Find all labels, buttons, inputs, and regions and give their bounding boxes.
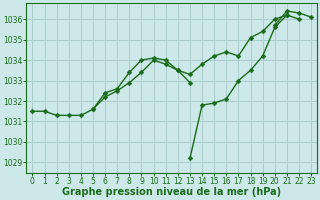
X-axis label: Graphe pression niveau de la mer (hPa): Graphe pression niveau de la mer (hPa) bbox=[62, 187, 281, 197]
